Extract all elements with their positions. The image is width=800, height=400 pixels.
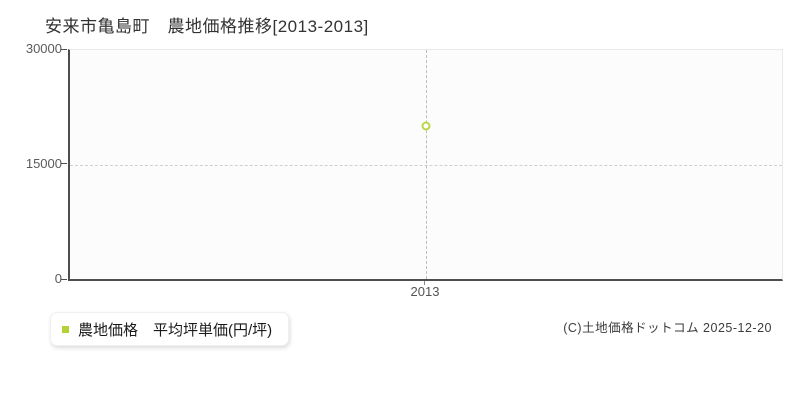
y-axis-label-15000: 15000	[25, 156, 62, 171]
copyright-text: (C)土地価格ドットコム 2025-12-20	[563, 321, 772, 335]
chart-title: 安来市亀島町 農地価格推移[2013-2013]	[45, 17, 369, 36]
y-tick-30000	[61, 49, 67, 50]
y-tick-15000	[61, 163, 67, 164]
legend-label: 農地価格 平均坪単価(円/坪)	[78, 321, 273, 339]
data-point[interactable]	[421, 121, 431, 131]
y-tick-0	[61, 279, 67, 280]
gridline-vertical-2013	[426, 50, 427, 279]
legend-marker-icon	[62, 325, 69, 333]
y-axis-label-0: 0	[54, 271, 62, 286]
x-axis-label-2013: 2013	[410, 284, 440, 299]
x-tick-2013	[424, 281, 425, 285]
y-axis-label-30000: 30000	[25, 41, 62, 56]
plot-area	[68, 49, 783, 281]
legend: 農地価格 平均坪単価(円/坪)	[50, 312, 290, 346]
